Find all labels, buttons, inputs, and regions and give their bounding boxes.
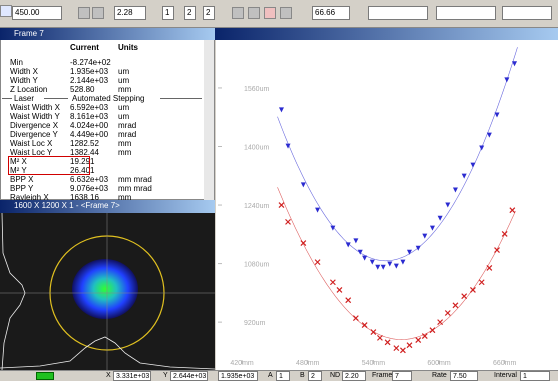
y-tick-label: 920um <box>244 320 266 327</box>
status-label: B <box>300 371 305 381</box>
status-label: X <box>106 371 111 381</box>
status-field: 1 <box>276 371 290 381</box>
status-label: A <box>268 371 273 381</box>
status-field: 7 <box>392 371 412 381</box>
status-field: 2.20 <box>342 371 366 381</box>
status-label: Y <box>163 371 168 381</box>
status-indicator <box>36 372 54 380</box>
y-tick-label: 1240um <box>244 203 269 210</box>
x-tick-label: 600mm <box>427 360 451 367</box>
status-label: Interval <box>494 371 517 381</box>
plot: 920um 1080um 1240um 1400um 1560um 420mm 480mm 5… <box>0 0 558 370</box>
y-tick-label: 1080um <box>244 262 269 269</box>
x-tick-label: 480mm <box>296 360 320 367</box>
status-field: 2 <box>308 371 322 381</box>
screen: {"toolbar":{"position":"450.00","fields"… <box>0 0 558 381</box>
x-tick-label: 660mm <box>493 360 517 367</box>
y-tick-label: 1400um <box>244 144 269 151</box>
x-tick-label: 420mm <box>230 360 254 367</box>
status-label: Rate <box>432 371 447 381</box>
status-label: Frame <box>372 371 392 381</box>
y-tick-label: 1560um <box>244 86 269 93</box>
status-field: 1.935e+03 <box>218 371 258 381</box>
status-field: 7.50 <box>450 371 478 381</box>
status-field: 2.644e+03 <box>170 371 208 381</box>
status-field: 1 <box>520 371 550 381</box>
status-label: ND <box>330 371 340 381</box>
x-tick-label: 540mm <box>362 360 386 367</box>
status-field: 3.331e+03 <box>113 371 151 381</box>
